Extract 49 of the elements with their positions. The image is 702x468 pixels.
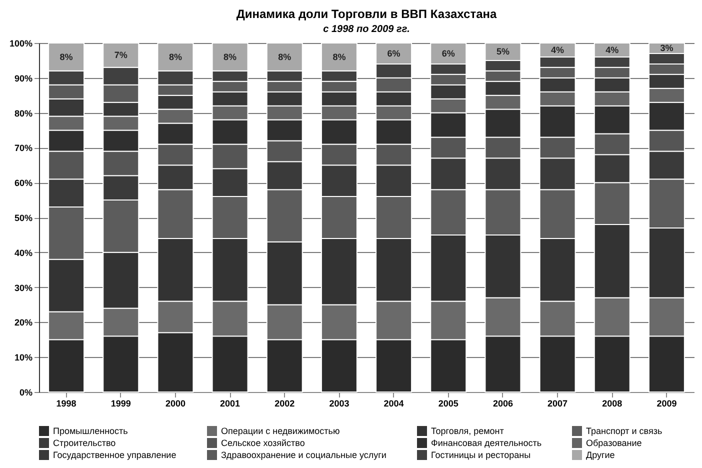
x-tick-label: 2009	[656, 398, 677, 408]
legend-label: Здравоохранение и социальные услуги	[221, 450, 386, 460]
chart-title: Динамика доли Торговли в ВВП Казахстана	[236, 7, 497, 21]
y-tick-label: 20%	[14, 318, 32, 328]
x-tick-label: 2004	[384, 398, 404, 408]
data-label: 3%	[660, 43, 674, 54]
legend-label: Другие	[586, 450, 615, 460]
y-tick-label: 100%	[9, 38, 32, 48]
y-tick-label: 10%	[14, 352, 32, 363]
data-label: 6%	[442, 48, 455, 58]
chart-subtitle: с 1998 по 2009 гг.	[323, 24, 410, 35]
x-tick-label: 2000	[165, 398, 186, 408]
y-tick-label: 90%	[14, 73, 32, 84]
y-tick-label: 40%	[14, 248, 32, 258]
y-tick-label: 50%	[14, 213, 32, 223]
data-label: 7%	[114, 50, 128, 60]
x-tick-label: 2007	[548, 398, 568, 408]
x-tick-label: 2003	[329, 398, 350, 408]
legend-label: Строительство	[53, 438, 116, 448]
x-tick-label: 2002	[274, 398, 295, 408]
data-label: 8%	[278, 52, 292, 62]
legend-label: Финансовая деятельность	[431, 438, 542, 448]
legend-label: Промышленность	[53, 426, 128, 436]
x-tick-label: 2001	[220, 398, 240, 408]
legend-label: Государственное управление	[53, 450, 176, 460]
x-tick-label: 2008	[602, 398, 622, 408]
y-tick-label: 0%	[19, 388, 32, 398]
x-tick-label: 2005	[438, 398, 458, 408]
y-tick-label: 70%	[14, 143, 32, 154]
legend-label: Торговля, ремонт	[431, 426, 504, 436]
y-tick-label: 30%	[14, 282, 32, 293]
x-tick-label: 2006	[492, 398, 513, 408]
data-label: 4%	[551, 44, 564, 55]
data-label: 6%	[387, 48, 400, 58]
data-label: 8%	[168, 52, 182, 62]
data-label: 4%	[606, 44, 619, 55]
data-label: 5%	[496, 46, 510, 57]
data-label: 8%	[332, 52, 346, 62]
legend-label: Транспорт и связь	[586, 426, 662, 436]
y-tick-label: 60%	[14, 178, 32, 188]
x-tick-label: 1998	[56, 398, 76, 408]
legend-label: Сельское хозяйство	[221, 438, 305, 448]
y-tick-label: 80%	[14, 108, 32, 118]
legend-label: Операции с недвижимостью	[221, 426, 340, 436]
legend-label: Гостиницы и рестораны	[431, 450, 531, 460]
data-label: 8%	[224, 52, 237, 62]
legend-label: Образование	[586, 438, 642, 448]
data-label: 8%	[60, 52, 73, 62]
x-tick-label: 1999	[110, 398, 131, 408]
